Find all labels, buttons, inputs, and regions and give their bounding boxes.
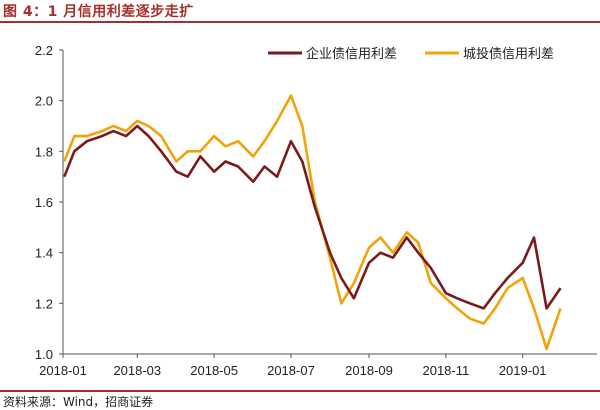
series-line bbox=[63, 94, 562, 351]
figure-title: 图 4：1 月信用利差逐步走扩 bbox=[3, 4, 194, 20]
line-chart: 1.0 1.2 1.4 1.6 1.8 2.0 2.2 2018-01 2018-03 2018-… bbox=[35, 43, 597, 378]
chart-series bbox=[63, 94, 562, 351]
legend-label: 企业债信用利差 bbox=[306, 46, 397, 62]
y-tick-label: 1.4 bbox=[35, 246, 53, 261]
chart-legend: 企业债信用利差 城投债信用利差 bbox=[268, 46, 554, 62]
source-note: 资料来源：Wind，招商证券 bbox=[3, 395, 154, 409]
x-tick-label: 2018-11 bbox=[422, 363, 469, 378]
x-tick-label: 2018-01 bbox=[39, 363, 87, 378]
y-tick-label: 2.2 bbox=[35, 43, 53, 58]
x-tick-label: 2018-05 bbox=[190, 363, 238, 378]
source-rule bbox=[0, 390, 600, 392]
title-rule bbox=[0, 21, 600, 23]
legend-label: 城投债信用利差 bbox=[463, 46, 554, 62]
y-tick-label: 1.2 bbox=[35, 296, 53, 311]
y-tick-label: 2.0 bbox=[35, 94, 53, 109]
x-tick-label: 2019-01 bbox=[499, 363, 547, 378]
y-tick-label: 1.6 bbox=[35, 195, 53, 210]
series-line bbox=[63, 124, 562, 310]
y-tick-label: 1.0 bbox=[35, 347, 53, 362]
x-tick-label: 2018-03 bbox=[113, 363, 161, 378]
x-tick-label: 2018-07 bbox=[267, 363, 315, 378]
x-tick-label: 2018-09 bbox=[345, 363, 393, 378]
y-tick-label: 1.8 bbox=[35, 144, 53, 159]
chart-axes: 1.0 1.2 1.4 1.6 1.8 2.0 2.2 2018-01 2018-03 2018-… bbox=[35, 43, 597, 378]
